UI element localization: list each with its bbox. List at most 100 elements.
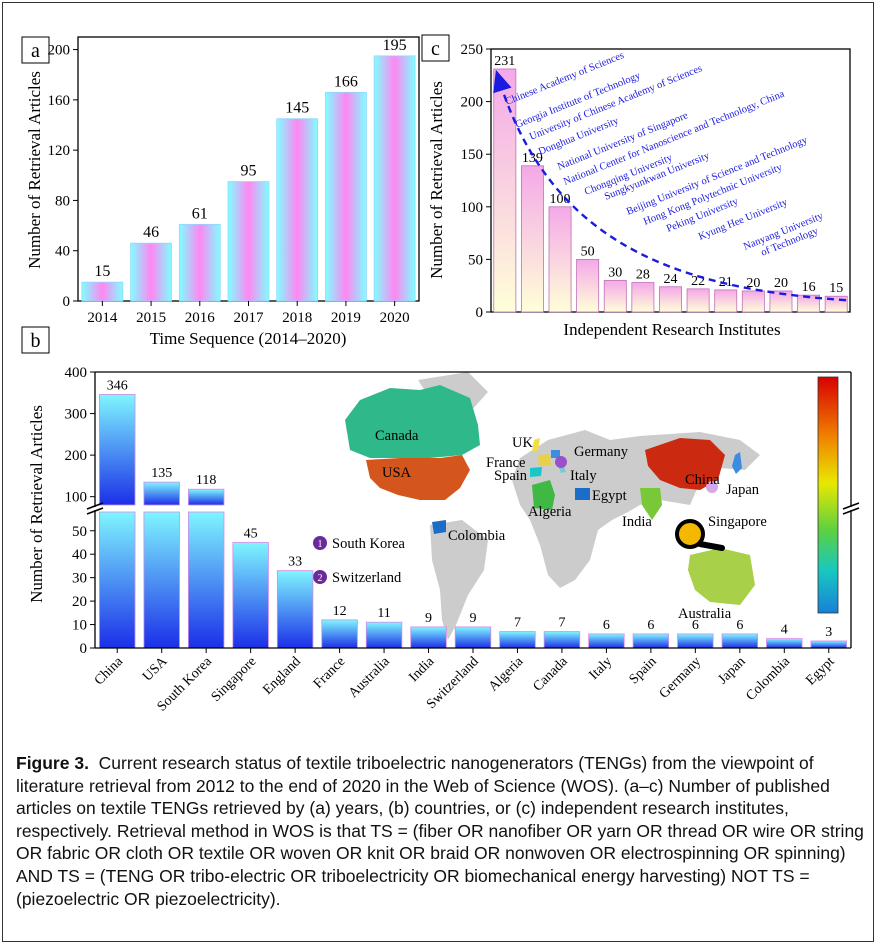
map-label-uk: UK	[512, 435, 533, 451]
panel-a-x-tick-label-2018: 2018	[282, 310, 312, 326]
map-label-algeria: Algeria	[528, 504, 572, 520]
panel-a-bar-2019	[325, 91, 367, 302]
panel-b-y-tick-label: 0	[80, 641, 88, 657]
panel-a-bar-value-2019: 166	[334, 73, 358, 90]
panel-a-y-tick-label: 200	[48, 43, 71, 59]
panel-c-y-tick-label: 250	[461, 42, 484, 58]
panel-a-label-box	[21, 36, 50, 64]
legend-2-marker	[313, 570, 327, 584]
panel-b-bar-Singapore	[232, 542, 269, 649]
panel-a-y-tick-label: 0	[63, 294, 71, 310]
panel-c-bar-value-7: 24	[664, 272, 678, 287]
legend-2-label: Switzerland	[332, 570, 402, 586]
panel-b-bar-Italy	[588, 633, 625, 649]
panel-b-x-tick-label-Colombia: Colombia	[743, 654, 793, 704]
map-egypt	[575, 488, 590, 500]
panel-b-y-tick-label: 50	[72, 524, 87, 540]
panel-b-y-tick-label: 300	[65, 407, 88, 423]
panel-b-bar-lower-USA	[143, 511, 180, 649]
panel-b-bar-Australia	[365, 621, 403, 649]
panel-a-bar-value-2017: 95	[241, 163, 257, 180]
panel-c-bar-4	[576, 258, 600, 313]
panel-b-y-tick-label: 100	[65, 490, 88, 506]
panel-c-bar-value-5: 30	[608, 265, 622, 280]
panel-b-x-tick-label-England: England	[260, 654, 304, 698]
panel-b-x-tick-label-India: India	[406, 654, 438, 686]
panel-b-x-tick-label-Italy: Italy	[586, 654, 615, 683]
panel-b-y-tick-label: 10	[72, 618, 87, 634]
panel-b-bar-Colombia	[766, 638, 803, 649]
panel-b-y-ticks: 100 200 300 400 0 10 20 30 40 50	[65, 365, 95, 657]
map-canada	[345, 385, 480, 458]
panel-c-bar-value-3: 100	[550, 192, 571, 207]
singapore-marker-circle	[675, 519, 705, 549]
panel-b-bar-Germany	[677, 633, 714, 649]
panel-b-bar-value-Canada: 7	[558, 616, 565, 631]
axis-break-mark	[86, 502, 104, 510]
panel-b-bar-value-Switzerland: 9	[470, 611, 477, 626]
panel-a-y-tick-label: 40	[55, 244, 70, 260]
panel-a-bar-2020	[373, 55, 416, 302]
panel-c-bar-value-13: 15	[829, 281, 843, 296]
panel-b-bar-value-Spain: 6	[647, 618, 654, 633]
map-spain	[530, 467, 542, 477]
panel-a-y-ticks: 0 40 80 120 160 200	[48, 43, 78, 310]
panel-a-bar-value-2016: 61	[192, 205, 208, 222]
panel-c-bar-12	[797, 294, 821, 313]
panel-b-x-tick-label-USA: USA	[140, 654, 171, 685]
panel-b-x-tick-label-Germany: Germany	[657, 654, 704, 701]
panel-b-bar-Spain	[632, 633, 670, 649]
map-label-france: France	[486, 455, 525, 471]
panel-b-x-tick-label-Spain: Spain	[627, 654, 660, 687]
marker-1-korea	[706, 481, 718, 493]
panel-a-x-label: Time Sequence (2014–2020)	[150, 329, 347, 348]
panel-c-bar-8	[686, 288, 710, 313]
panel-b-bar-Egypt	[810, 640, 847, 649]
panel-c-bar-2	[520, 165, 544, 313]
panel-b-bar-value-Australia: 11	[377, 606, 390, 621]
panel-c-y-tick-label: 200	[461, 95, 484, 111]
panel-c-y-ticks: 0 50 100 150 200 250	[461, 42, 491, 321]
map-label-india: India	[622, 514, 652, 530]
panel-a-bar-2018	[276, 118, 319, 302]
legend-1-label: South Korea	[332, 536, 405, 552]
panel-b-legend: 1 South Korea 2 Switzerland	[313, 536, 405, 586]
panel-b-label-box	[21, 326, 50, 354]
panel-c-bar-value-10: 20	[746, 276, 760, 291]
panel-b-bar-value-Germany: 6	[692, 618, 699, 633]
panel-b-bar-value-Colombia: 4	[781, 623, 788, 638]
panel-b-y-label: Number of Retrieval Articles	[27, 405, 46, 603]
panel-a-bar-value-2020: 195	[383, 37, 407, 54]
map-label-singapore: Singapore	[708, 514, 767, 530]
panel-c-label-box	[421, 34, 450, 62]
panel-c-bar-11	[769, 290, 793, 313]
panel-c-bar-7	[659, 286, 682, 313]
colour-scale-bar	[817, 376, 839, 614]
panel-b-x-tick-label-Australia: Australia	[346, 654, 393, 701]
map-label-egypt: Egypt	[592, 488, 627, 504]
panel-b-bar-India	[410, 626, 447, 649]
panel-b: b Canada USA	[21, 326, 860, 715]
panel-a-y-tick-label: 120	[48, 143, 71, 159]
panel-b-y-tick-label: 20	[72, 594, 87, 610]
legend-1-marker	[313, 536, 327, 550]
map-usa	[366, 455, 470, 500]
panel-b-bar-value-USA: 135	[151, 466, 172, 481]
panel-b-x-tick-label-China: China	[92, 654, 127, 689]
panel-a-bar-2014	[81, 281, 124, 302]
map-south-america	[430, 520, 488, 640]
panel-b-bar-value-China: 346	[107, 378, 128, 393]
panel-a-x-tick-label-2019: 2019	[331, 310, 361, 326]
panel-a-x-tick-label-2015: 2015	[136, 310, 166, 326]
panel-a-y-tick-label: 160	[48, 93, 71, 109]
panel-b-bar-value-Japan: 6	[736, 618, 743, 633]
panel-a-bar-2017	[227, 181, 270, 302]
marker-2-europe	[555, 456, 567, 468]
panel-b-bar-value-England: 33	[288, 555, 302, 570]
panel-a-y-label: Number of Retrieval Articles	[25, 71, 44, 269]
axis-break-mark	[842, 507, 860, 515]
panel-a-x-tick-label-2016: 2016	[185, 310, 216, 326]
